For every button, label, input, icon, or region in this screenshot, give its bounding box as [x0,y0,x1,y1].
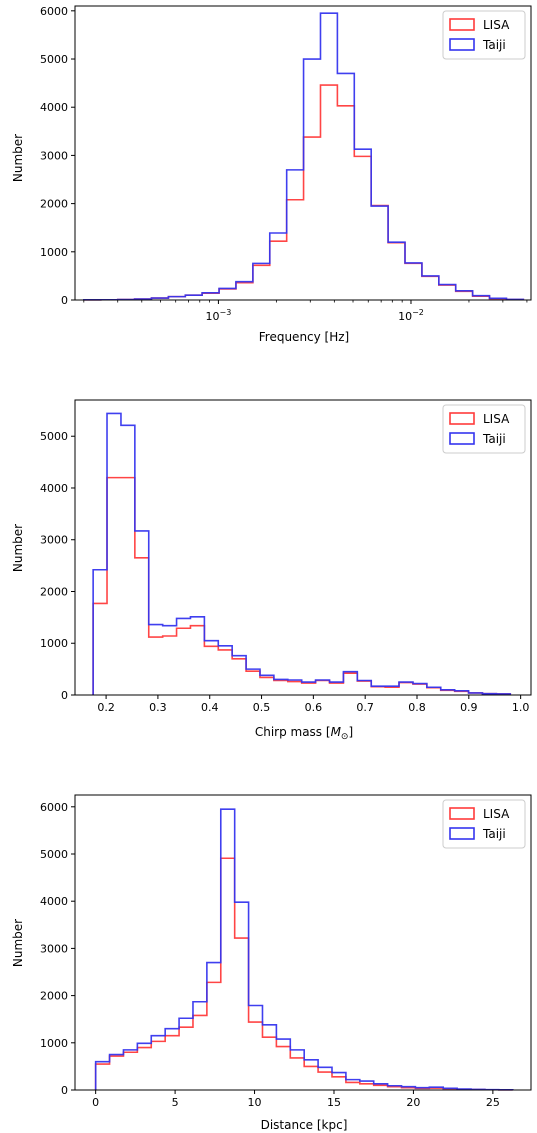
chirp-mass-legend-swatch-taiji [449,432,475,445]
chirp-mass-legend [442,404,526,454]
chirp-mass-axes-frame [74,399,532,696]
distance-legend-label-lisa: LISA [483,807,510,821]
distance-x-tick-label: 15 [327,1096,341,1109]
chirp-mass-x-tick-label: 0.7 [356,701,374,714]
chirp-mass-lisa-histogram [92,476,512,695]
frequency-legend-swatch-lisa [449,18,475,31]
distance-y-axis-label: Number [11,919,25,967]
frequency-axes-frame [74,5,532,301]
frequency-plot-area: 0 1000 2000 3000 4000 5000 6000 10−3 10−2 LISA Tai… [40,5,532,323]
chirp-mass-legend-label-taiji: Taiji [482,432,506,446]
distance-taiji-histogram [94,808,514,1091]
distance-legend-swatch-taiji [449,827,475,840]
chirp-mass-legend-label-lisa: LISA [483,412,510,426]
chirp-mass-y-tick-label: 5000 [40,430,68,443]
frequency-legend-label-lisa: LISA [483,18,510,32]
chirp-mass-x-label-text: Chirp mass [ [255,725,331,739]
chirp-mass-x-tick-label: 0.4 [201,701,219,714]
distance-y-tick-label: 3000 [40,942,68,955]
chirp-mass-x-tick-label: 0.3 [149,701,167,714]
frequency-y-tick-label: 2000 [40,198,68,211]
distance-x-tick-label: 5 [172,1096,179,1109]
frequency-y-tick-label: 3000 [40,149,68,162]
frequency-taiji-histogram [83,12,525,301]
distance-x-axis-label: Distance [kpc] [261,1118,348,1132]
distance-histogram-panel: 0 1000 2000 3000 4000 5000 6000 0 5 10 15 20 25 LISA T… [11,794,532,1132]
frequency-histogram-panel: 0 1000 2000 3000 4000 5000 6000 10−3 10−2 LISA Tai… [11,5,532,344]
chirp-mass-x-label-subscript: ⊙ [341,732,349,742]
frequency-x-axis-label: Frequency [Hz] [259,330,350,344]
frequency-x-tick-label: 10−3 [206,308,232,323]
distance-y-tick-label: 4000 [40,895,68,908]
chirp-mass-x-label-math: M [331,725,342,739]
distance-legend-swatch-lisa [449,807,475,820]
chirp-mass-x-label-close: ] [348,725,353,739]
chirp-mass-y-tick-label: 0 [61,689,68,702]
frequency-y-tick-label: 0 [61,294,68,307]
chirp-mass-histogram-panel: 0 1000 2000 3000 4000 5000 0.2 0.3 0.4 0.5 0.6 0.7 0… [11,399,532,742]
chirp-mass-x-tick-label: 0.2 [97,701,115,714]
frequency-y-tick-label: 1000 [40,246,68,259]
distance-axes-frame [74,794,532,1091]
frequency-y-axis-label: Number [11,134,25,182]
chirp-mass-y-tick-label: 1000 [40,637,68,650]
chirp-mass-legend-swatch-lisa [449,412,475,425]
distance-y-tick-label: 2000 [40,990,68,1003]
distance-legend-label-taiji: Taiji [482,827,506,841]
chirp-mass-y-tick-label: 4000 [40,482,68,495]
frequency-x-tick-label: 10−2 [398,308,424,323]
frequency-y-tick-label: 4000 [40,101,68,114]
distance-y-tick-label: 1000 [40,1037,68,1050]
frequency-y-tick-label: 6000 [40,5,68,18]
distance-x-tick-label: 10 [248,1096,262,1109]
chirp-mass-plot-area: 0 1000 2000 3000 4000 5000 0.2 0.3 0.4 0.5 0.6 0.7 0… [40,399,532,714]
chirp-mass-x-tick-label: 0.8 [408,701,426,714]
distance-y-tick-label: 0 [61,1084,68,1097]
frequency-legend-label-taiji: Taiji [482,38,506,52]
frequency-y-tick-label: 5000 [40,53,68,66]
frequency-legend [442,10,526,60]
distance-y-tick-label: 5000 [40,848,68,861]
chirp-mass-x-tick-label: 0.6 [305,701,323,714]
chirp-mass-y-tick-label: 3000 [40,534,68,547]
distance-y-tick-label: 6000 [40,801,68,814]
distance-legend [442,799,526,849]
chirp-mass-y-axis-label: Number [11,524,25,572]
chirp-mass-x-tick-label: 1.0 [512,701,530,714]
chirp-mass-x-tick-label: 0.9 [460,701,478,714]
distance-plot-area: 0 1000 2000 3000 4000 5000 6000 0 5 10 15 20 25 LISA T… [40,794,532,1109]
chirp-mass-x-axis-label: Chirp mass [M⊙] [255,725,353,742]
chirp-mass-x-tick-label: 0.5 [253,701,271,714]
frequency-legend-swatch-taiji [449,38,475,51]
distance-x-tick-label: 25 [486,1096,500,1109]
chirp-mass-y-tick-label: 2000 [40,585,68,598]
distance-x-tick-label: 20 [406,1096,420,1109]
chirp-mass-taiji-histogram [92,412,512,695]
distance-x-tick-label: 0 [92,1096,99,1109]
